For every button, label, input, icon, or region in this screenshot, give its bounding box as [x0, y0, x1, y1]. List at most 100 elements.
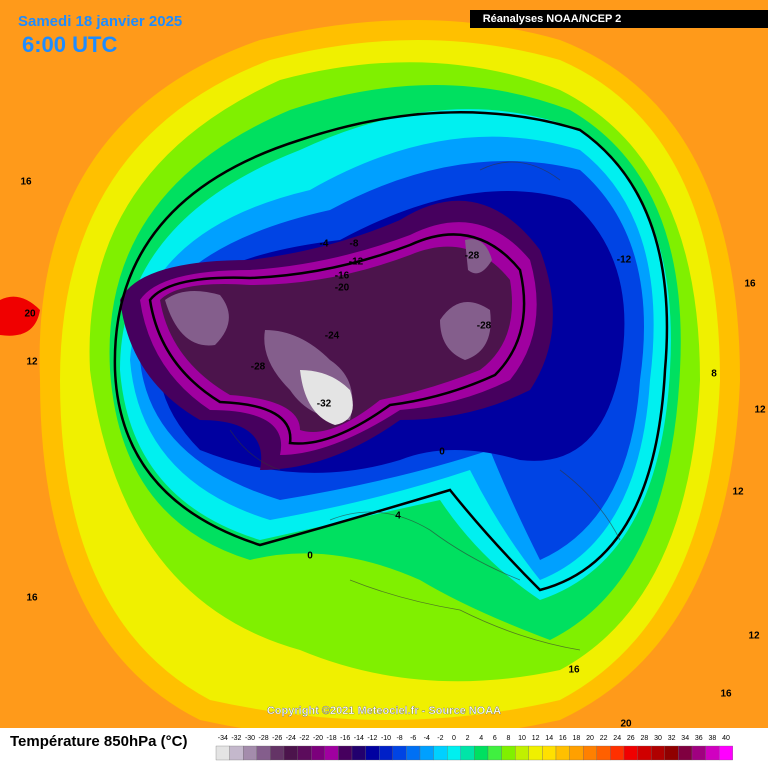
contour-label: -8 [350, 239, 359, 250]
contour-label: 16 [744, 279, 756, 290]
legend-label: -34 [218, 735, 228, 742]
contour-label: 16 [26, 593, 38, 604]
contour-label: 20 [620, 719, 632, 730]
contour-label: 8 [711, 369, 717, 380]
color-swatch [664, 745, 679, 761]
zone-20 [0, 296, 40, 336]
legend-label: -12 [367, 735, 377, 742]
color-swatch [501, 745, 516, 761]
legend-label: -8 [396, 735, 402, 742]
color-swatch [379, 745, 393, 761]
copyright: Copyright ©2021 Meteociel.fr - Source NO… [267, 705, 501, 717]
contour-label: -32 [317, 399, 332, 410]
legend-label: -10 [381, 735, 391, 742]
color-swatch [419, 745, 434, 761]
legend-label: -32 [231, 735, 241, 742]
color-swatch [678, 745, 693, 761]
legend-label: -2 [437, 735, 443, 742]
legend-label: -6 [410, 735, 416, 742]
coastlines [229, 161, 621, 651]
color-swatch [705, 745, 720, 761]
color-swatch [596, 745, 611, 761]
isotherm-0 [113, 110, 669, 592]
color-swatch [555, 745, 570, 761]
color-swatch [297, 745, 312, 761]
legend-label: 24 [613, 735, 621, 742]
contour-label: 16 [568, 665, 580, 676]
legend-label: -26 [272, 735, 282, 742]
legend-label: -24 [286, 735, 296, 742]
legend-label: 18 [573, 735, 581, 742]
color-swatch [324, 745, 339, 761]
legend-label: 10 [518, 735, 526, 742]
legend-label: -14 [354, 735, 364, 742]
date: Samedi 18 janvier 2025 [18, 13, 182, 30]
color-swatch [406, 745, 421, 761]
legend-label: 22 [600, 735, 608, 742]
color-swatch [338, 745, 353, 761]
legend-label: -16 [340, 735, 350, 742]
legend-label: -22 [299, 735, 309, 742]
legend-label: -4 [424, 735, 430, 742]
color-swatch [515, 745, 529, 761]
color-swatch [270, 745, 285, 761]
legend-label: 30 [654, 735, 662, 742]
contour-label: -12 [349, 257, 364, 268]
legend-label: 26 [627, 735, 635, 742]
contour-label: 12 [748, 631, 760, 642]
color-swatch [365, 745, 380, 761]
zone-m32 [300, 370, 353, 425]
contour-label: 12 [26, 357, 38, 368]
legend-label: 2 [466, 735, 470, 742]
color-swatch [447, 745, 461, 761]
contour-label: 4 [395, 511, 401, 522]
color-swatch [610, 745, 625, 761]
source-bar [470, 10, 768, 28]
color-swatch [623, 745, 638, 761]
color-swatch [487, 745, 502, 761]
legend-label: 36 [695, 735, 703, 742]
color-swatch [528, 745, 543, 761]
color-swatch [243, 745, 257, 761]
legend-title: Température 850hPa (°C) [10, 733, 187, 750]
isotherm-m20 [148, 233, 526, 445]
color-swatch [637, 745, 652, 761]
legend-label: 34 [681, 735, 689, 742]
contour-label: -28 [251, 362, 266, 373]
legend-label: 6 [493, 735, 497, 742]
color-swatch [215, 745, 230, 761]
contour-label: -20 [335, 283, 350, 294]
legend-label: -20 [313, 735, 323, 742]
isotherms [113, 110, 669, 592]
contour-label: 12 [754, 405, 766, 416]
colorbar: -34 -32 -30 -28 -26 -24 -22 -20 -18 -16 -14 -12 -10-… [215, 735, 733, 761]
contour-label: -24 [325, 331, 340, 342]
color-swatch [392, 745, 407, 761]
legend-label: -18 [327, 735, 337, 742]
contour-label: -16 [335, 271, 350, 282]
color-swatch [651, 745, 665, 761]
legend-label: -28 [259, 735, 269, 742]
color-swatch [433, 745, 448, 761]
contour-label: -4 [320, 239, 329, 250]
contour-label: -12 [617, 255, 632, 266]
contour-label: 0 [307, 551, 313, 562]
color-swatch [583, 745, 597, 761]
color-swatch [351, 745, 366, 761]
contour-label: 12 [732, 487, 744, 498]
color-swatch [542, 745, 557, 761]
contour-label: 20 [24, 309, 36, 320]
legend-label: 16 [559, 735, 567, 742]
legend-label: 40 [722, 735, 730, 742]
contour-label: -28 [465, 251, 480, 262]
color-swatch [256, 745, 271, 761]
contour-label: 16 [20, 177, 32, 188]
legend-label: 38 [709, 735, 717, 742]
color-swatch [229, 745, 244, 761]
contour-labels: 16 20 12 16 -4 -8 -12 -16-20 -24 -28 -32 -28 -28 -12 1… [20, 177, 766, 730]
color-swatch [283, 745, 298, 761]
legend-label: 32 [668, 735, 676, 742]
source: Réanalyses NOAA/NCEP 2 [483, 13, 622, 25]
legend-label: -30 [245, 735, 255, 742]
